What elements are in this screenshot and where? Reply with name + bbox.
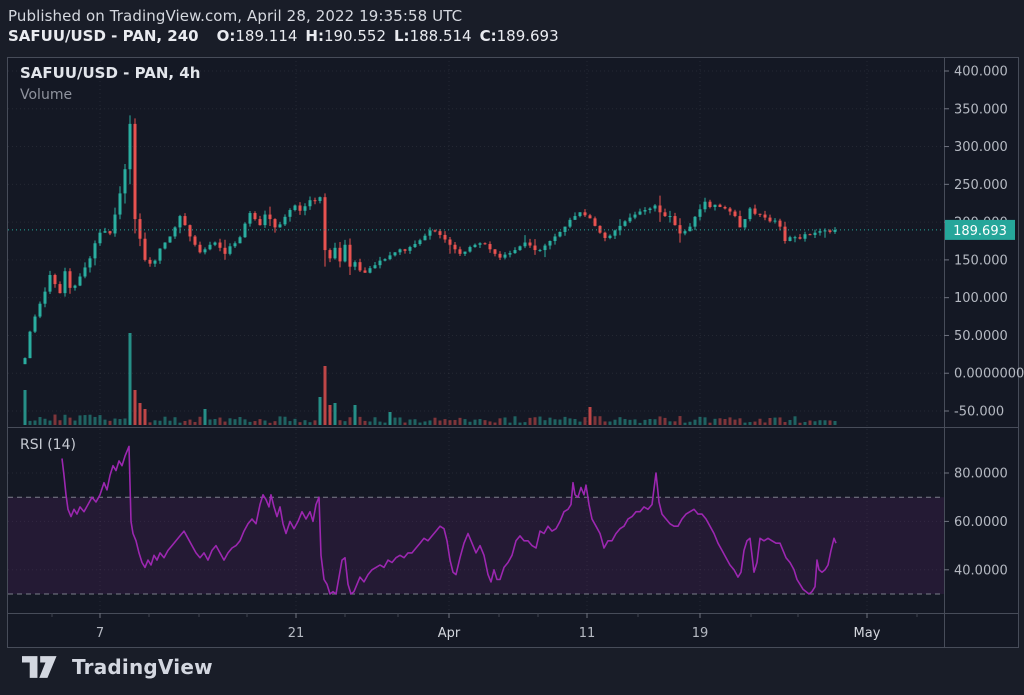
ohlc-value: 188.514 bbox=[409, 27, 472, 45]
time-axis-label: 7 bbox=[96, 626, 104, 641]
grid-lines bbox=[8, 57, 944, 613]
price-axis-label: 350.000 bbox=[954, 102, 1008, 117]
time-axis-label: 21 bbox=[288, 626, 305, 641]
ohlc-label: O: bbox=[216, 27, 236, 45]
price-axis-label: 100.000 bbox=[954, 291, 1008, 306]
tradingview-wordmark: TradingView bbox=[72, 655, 213, 679]
time-axis-label: Apr bbox=[438, 626, 461, 641]
price-axis-label: 0.0000000 bbox=[954, 367, 1024, 382]
rsi-axis-label: 80.0000 bbox=[954, 467, 1008, 482]
volume-series bbox=[23, 333, 837, 425]
rsi-line bbox=[61, 445, 837, 595]
price-axis-label: 150.000 bbox=[954, 253, 1008, 268]
ohlc-values: O:189.114 H:190.552 L:188.514 C:189.693 bbox=[209, 27, 559, 45]
axis-ticks bbox=[51, 70, 949, 618]
axis-labels: 400.000350.000300.000250.000200.000150.0… bbox=[96, 65, 1024, 642]
time-axis-label: May bbox=[854, 626, 881, 641]
price-axis-label: 50.0000 bbox=[954, 329, 1008, 344]
last-price-badge-text: 189.693 bbox=[953, 224, 1007, 239]
time-axis-label: 19 bbox=[692, 626, 709, 641]
ohlc-label: L: bbox=[394, 27, 410, 45]
pane-borders bbox=[7, 57, 1019, 648]
ohlc-value: 190.552 bbox=[323, 27, 386, 45]
candlestick-series bbox=[23, 115, 837, 365]
ohlc-value: 189.693 bbox=[496, 27, 559, 45]
ohlc-value: 189.114 bbox=[235, 27, 298, 45]
ohlc-label: C: bbox=[479, 27, 497, 45]
last-price-badge bbox=[945, 219, 1015, 240]
price-axis-label: 400.000 bbox=[954, 65, 1008, 80]
price-axis-label: 250.000 bbox=[954, 178, 1008, 193]
tradingview-logo-icon bbox=[22, 656, 57, 678]
symbol-ohlc-line: SAFUU/USD - PAN, 240 O:189.114 H:190.552 L:… bbox=[8, 27, 559, 45]
symbol-label: SAFUU/USD - PAN, 240 bbox=[8, 27, 199, 45]
tradingview-footer: TradingView bbox=[22, 655, 213, 679]
time-axis-label: 11 bbox=[579, 626, 596, 641]
price-axis-label: 300.000 bbox=[954, 140, 1008, 155]
rsi-axis-label: 40.0000 bbox=[954, 563, 1008, 578]
rsi-threshold-lines bbox=[8, 496, 944, 595]
rsi-band bbox=[8, 497, 944, 594]
price-axis-label: -50.000 bbox=[954, 405, 1004, 420]
rsi-axis-label: 60.0000 bbox=[954, 515, 1008, 530]
published-line: Published on TradingView.com, April 28, … bbox=[8, 7, 463, 25]
ohlc-label: H: bbox=[305, 27, 324, 45]
